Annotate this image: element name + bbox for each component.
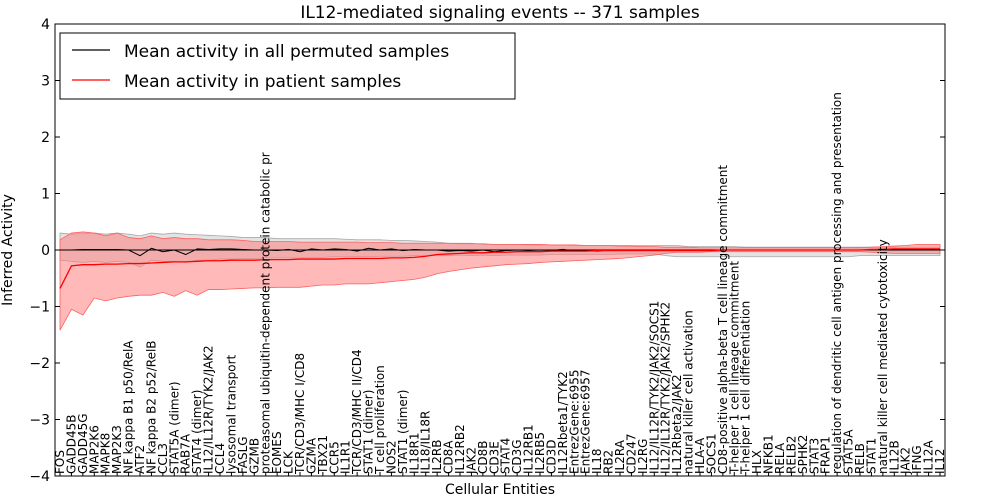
y-tick-label: 0 [41,243,50,259]
patient-band [59,231,941,331]
x-tick-label: CD8B [476,440,490,474]
x-tick-label: STAT3 [807,438,821,474]
x-tick-label: HLA-A [693,437,707,474]
x-tick-label: RAB7A [179,433,193,474]
x-tick-label: CCL4 [213,443,227,474]
x-tick-label: CD3D [544,440,558,475]
x-tick-label: T cell proliferation [373,365,387,475]
x-tick-label: STAT4 (dimer) [190,390,204,474]
x-tick-label: STAT1 (dimer) [362,390,376,474]
x-tick-label: LCK [282,450,296,474]
x-tick-label: NF kappa B1 p50/RelA [122,340,136,474]
y-tick-label: −3 [29,413,50,429]
x-tick-label: MAP2K3 [110,425,124,474]
x-tick-label: NOS2 [384,440,398,474]
patient-mean-line [59,248,940,289]
x-tick-label: CD3E [487,441,501,474]
x-tick-label: natural killer cell mediated cytotoxicit… [876,239,890,474]
x-tick-label: MAPK8 [99,433,113,474]
x-tick-label: HLX [750,450,764,474]
x-tick-label: EntrezGene:6957 [579,370,593,475]
x-tick-label: lysosomal transport [224,354,238,474]
x-tick-label: FOS [53,450,67,474]
x-tick-label: ATF2 [133,445,147,474]
legend-box [59,32,516,100]
y-tick-label: −2 [29,356,50,372]
x-tick-label: CCR5 [327,441,341,474]
x-tick-label: IL2RA [613,439,627,474]
x-tick-label: IL2RG [636,439,650,475]
x-tick-label: IL12/IL12R/TYK2/JAK2/SPHK2 [659,302,673,474]
x-tick-label: JAK2 [464,447,478,475]
x-tick-label: STAT1 (dimer) [396,390,410,474]
legend-label-patient: Mean activity in patient samples [124,72,401,92]
x-tick-label: CD8-positive alpha-beta T cell lineage c… [716,165,730,474]
x-tick-label: TBX21 [316,435,330,475]
legend-label-permuted: Mean activity in all permuted samples [124,42,449,62]
x-tick-label: IL18/IL18R [419,411,433,474]
y-tick-label: 2 [41,130,50,146]
x-tick-label: RB2 [602,450,616,474]
x-tick-label: CD8A [442,440,456,474]
x-tick-label: FRAP1 [819,436,833,474]
x-tick-label: regulation of dendritic cell antigen pro… [830,92,844,474]
x-tick-label: GZMA [304,437,318,474]
x-tick-label: STAT5A [842,429,856,474]
x-tick-label: proteasomal ubiquitin-dependent protein … [259,152,273,474]
x-tick-label: IL1R1 [339,440,353,474]
x-tick-label: EOMES [270,431,284,474]
x-tick-label: T-helper 1 cell differentiation [739,301,753,475]
y-axis-label: Inferred Activity [0,194,16,306]
x-tick-label: RELB [853,443,867,474]
x-tick-label: IL2RB [430,440,444,474]
x-tick-label: IL12B [887,440,901,474]
x-tick-label: IL12/IL12R/TYK2/JAK2/SOCS1 [647,301,661,474]
plot-frame [54,23,946,477]
x-tick-label: MAP2K6 [87,425,101,474]
legend: Mean activity in all permuted samples Me… [59,32,516,100]
y-tick-label: 3 [41,74,50,90]
x-tick-label: SPHK2 [796,435,810,474]
x-tick-label: STAT4 [499,438,513,474]
x-tick-label: SOCS1 [704,433,718,474]
y-tick-label: 4 [41,17,50,33]
x-tick-label: IFNG [910,445,924,474]
x-tick-label: CCL3 [156,443,170,474]
y-tick-label: 1 [41,187,50,203]
x-tick-label: IL12RB1 [522,424,536,474]
x-tick-label: IL12A [922,440,936,474]
x-axis-label: Cellular Entities [445,482,555,498]
x-tick-label: NFKB1 [762,434,776,474]
x-tick-label: TCR/CD3/MHC I/CD8 [293,353,307,475]
x-tick-label: NF kappa B2 p52/RelB [144,340,158,474]
x-tick-label: IL12/IL12R/TYK2/JAK2 [202,345,216,474]
x-tick-label: GADD45B [64,415,78,475]
x-tick-label: TCR/CD3/MHC II/CD4 [350,349,364,475]
x-tick-label: IL12 [933,449,947,475]
x-tick-label: IL12Rbeta2/JAK2 [670,374,684,474]
x-tick-label: IL18R1 [407,433,421,474]
x-tick-label: T-helper 1 cell lineage commitment [727,261,741,475]
x-tick-label: GZMB [247,438,261,474]
x-tick-label: IL2RB5 [533,432,547,474]
x-tick-label: CD3G [510,439,524,474]
y-tick-label: −4 [29,469,50,485]
chart-title: IL12-mediated signaling events -- 371 sa… [300,3,700,23]
x-tick-label: IL12Rbeta1/TYK2 [556,371,570,474]
y-tick-label: −1 [29,300,50,316]
x-tick-label: IL18 [590,449,604,475]
x-tick-label: RELA [773,442,787,474]
x-tick-label: EntrezGene:6955 [567,370,581,475]
x-tick-label: JAK2 [899,447,913,475]
x-tick-label: CD247 [624,433,638,474]
x-tick-label: IL12RB2 [453,424,467,474]
x-tick-label: STAT5A (dimer) [167,381,181,474]
x-tick-label: natural killer cell activation [682,310,696,474]
x-tick-label: STAT1 [864,438,878,474]
x-tick-label: RELB2 [784,436,798,474]
x-tick-label: FASLG [236,436,250,474]
x-tick-label: GADD45G [76,413,90,474]
